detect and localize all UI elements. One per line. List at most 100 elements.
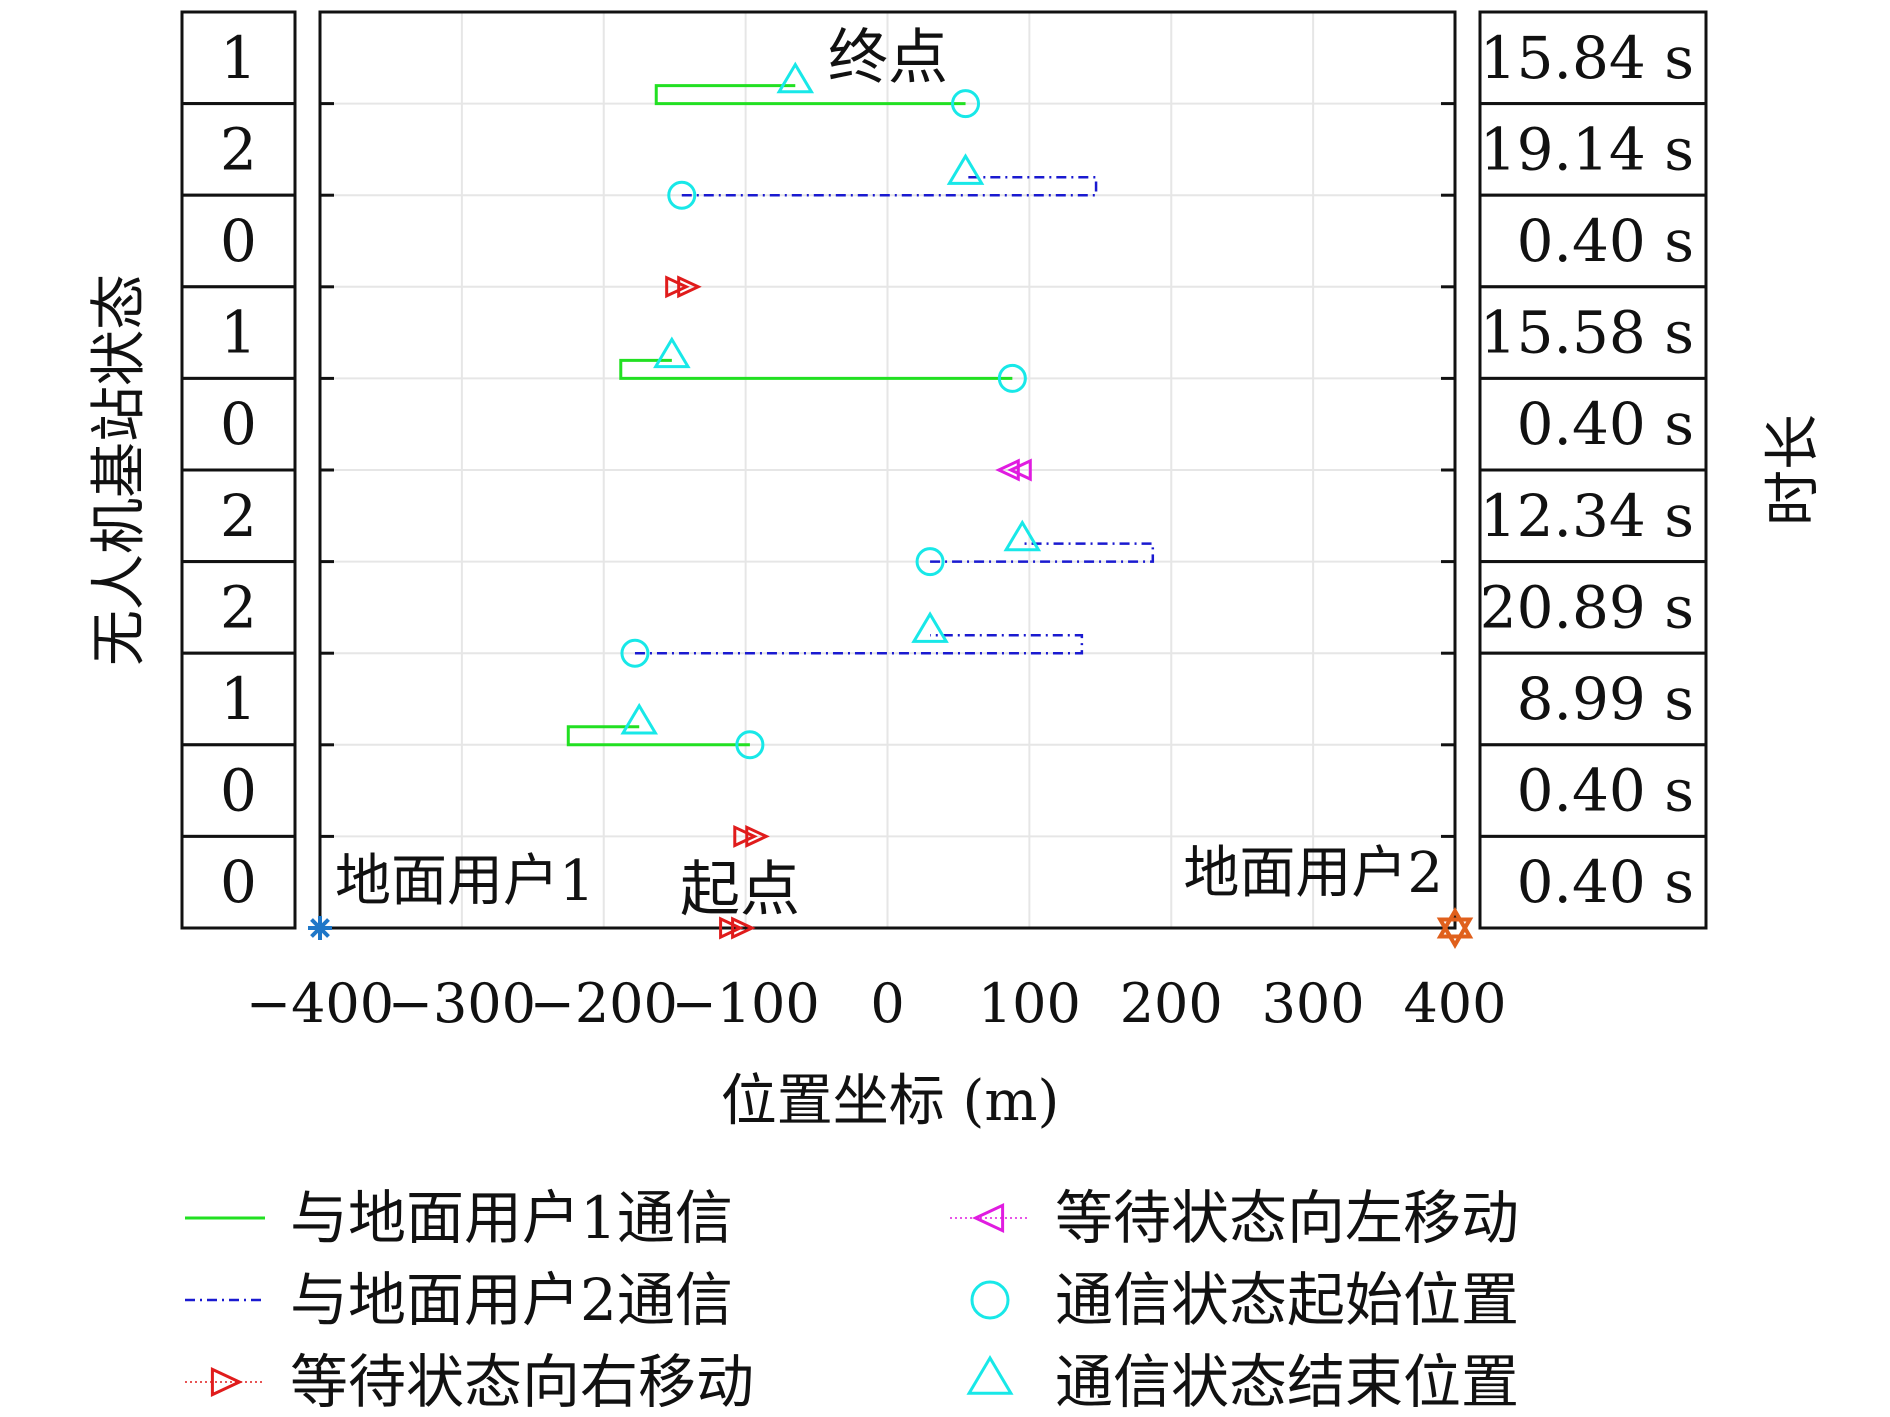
legend-item: 与地面用户1通信 [185,1184,733,1252]
legend-item: 通信状态起始位置 [970,1266,1519,1334]
y-axis-label-left: 无人机基站状态 [87,274,152,666]
x-tick-label: −300 [388,972,536,1035]
grid [319,12,1456,928]
duration-cell [1478,102,1708,197]
duration-cell [1478,193,1708,289]
comm-start-marker [620,638,650,668]
x-tick-label: 400 [1403,972,1506,1035]
comm-end-marker [776,61,815,94]
duration-cell [1478,285,1708,380]
x-tick-label: −400 [246,972,394,1035]
state-value: 0 [220,757,257,825]
legend-tri-right [210,1367,243,1397]
duration-value: 20.89 s [1480,573,1694,641]
duration-cell [1478,834,1708,930]
duration-value: 0.40 s [1517,757,1694,825]
y-axis-label-right: 时长 [1761,414,1826,526]
duration-value: 15.84 s [1480,24,1694,92]
comm-start-marker [667,180,697,210]
state-value: 1 [220,299,257,367]
x-tick-label: 200 [1120,972,1223,1035]
ground-user-1-marker [308,916,332,940]
duration-cell [1478,10,1708,106]
legend-tri-up [966,1355,1014,1395]
x-tick-label: −200 [530,972,678,1035]
duration-value: 15.58 s [1480,299,1694,367]
x-tick-label: 100 [978,972,1081,1035]
x-tick-label: 0 [870,972,904,1035]
state-cell [180,193,297,289]
duration-cell [1478,743,1708,838]
state-value: 1 [220,24,257,92]
end-point-label: 终点 [828,23,948,93]
state-value: 2 [220,573,257,641]
legend-label: 与地面用户2通信 [290,1266,733,1334]
start-point-label: 起点 [680,855,800,925]
state-value: 0 [220,848,257,916]
state-cell [180,285,297,380]
legend-item: 与地面用户2通信 [185,1266,733,1334]
legend-item: 等待状态向右移动 [185,1348,754,1416]
duration-table: 15.84 s 19.14 s 0.40 s 15.58 s 0.40 s 12.34 s… [1478,10,1708,930]
comm-path-user2 [930,542,1155,563]
legend-item: 等待状态向左移动 [950,1184,1519,1252]
state-cell [180,102,297,197]
state-cell [180,651,297,747]
x-axis-label: 位置坐标 (m) [721,1069,1060,1134]
star-triangle-down [1436,917,1474,949]
comm-path-user1 [619,358,1013,380]
duration-value: 0.40 s [1517,848,1694,916]
state-cell [180,376,297,472]
ground-user-2-label: 地面用户2 [1183,841,1443,906]
comm-path-user2 [634,633,1084,655]
star-triangle-up [1436,907,1474,939]
ground-user-2-marker [1436,907,1474,949]
state-value: 2 [220,115,257,183]
state-cell [180,743,297,838]
wait-right-marker [665,275,690,299]
comm-path-user1 [566,725,750,747]
ground-user-1-label: 地面用户1 [335,849,595,914]
state-value: 2 [220,482,257,550]
duration-cell [1478,560,1708,655]
comm-end-marker [620,702,659,735]
state-value: 0 [220,390,257,458]
legend-tri-left [972,1203,1005,1233]
duration-cell [1478,468,1708,564]
duration-cell [1478,376,1708,472]
comm-end-marker [653,336,691,369]
comm-path-user2 [681,175,1098,197]
comm-end-marker [946,153,985,185]
wait-right-marker [719,916,744,940]
state-cell [180,834,297,930]
axis-ticks [320,102,1455,838]
comm-end-marker [911,611,949,643]
comm-start-marker [951,89,981,119]
state-value: 0 [220,207,257,275]
legend-label: 通信状态起始位置 [1055,1266,1519,1334]
duration-value: 0.40 s [1517,390,1694,458]
duration-cell [1478,651,1708,747]
series [308,61,1474,949]
state-value: 1 [220,665,257,733]
x-tick-label: 300 [1262,972,1365,1035]
legend-label: 等待状态向左移动 [1055,1184,1519,1252]
wait-right-marker [745,824,770,848]
wait-right-marker [731,916,756,940]
duration-value: 8.99 s [1517,665,1694,733]
comm-start-marker [735,730,765,760]
comm-end-marker [1003,519,1042,552]
comm-start-marker [997,363,1027,393]
duration-value: 12.34 s [1480,482,1694,550]
comm-path-user1 [654,84,966,106]
x-tick-label: −100 [671,972,819,1035]
legend-label: 通信状态结束位置 [1055,1348,1519,1416]
asterisk-stroke [310,918,330,938]
state-cell [180,10,297,106]
wait-left-marker [995,458,1020,482]
legend-label: 等待状态向右移动 [290,1348,754,1416]
state-cell [180,560,297,655]
wait-right-marker [733,824,758,848]
legend-label: 与地面用户1通信 [290,1184,733,1252]
